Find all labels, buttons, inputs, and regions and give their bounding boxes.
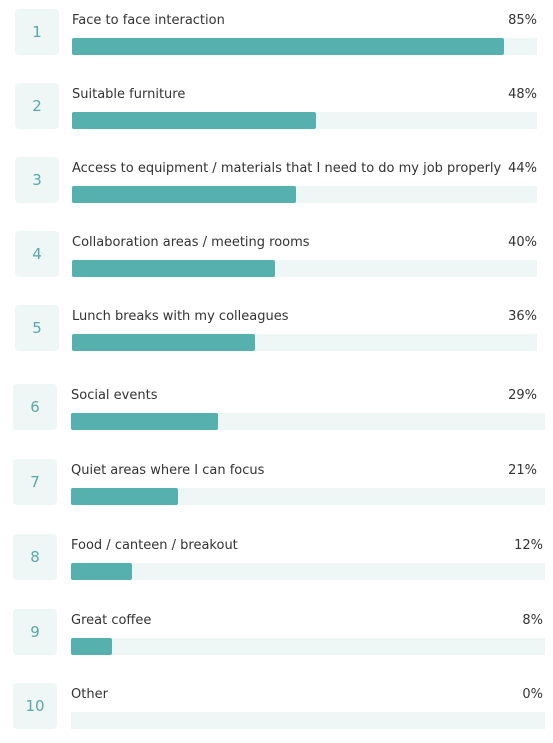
- bar-label: Quiet areas where I can focus: [71, 463, 265, 478]
- rank-badge: 7: [13, 459, 57, 505]
- bar-label: Access to equipment / materials that I n…: [72, 161, 502, 176]
- rank-badge: 3: [15, 157, 59, 203]
- bar-track: [71, 712, 545, 729]
- bar: [72, 112, 316, 129]
- bar-label: Social events: [71, 388, 158, 403]
- bar-track: [71, 563, 545, 580]
- bar-value-label: 29%: [508, 388, 537, 403]
- bar-track: [71, 488, 545, 505]
- bar: [72, 38, 504, 55]
- bar-value-label: 85%: [508, 13, 537, 28]
- bar: [71, 563, 132, 580]
- chart-row: 2 Suitable furniture 48%: [0, 83, 553, 143]
- bar-track: [71, 413, 545, 430]
- rank-badge: 9: [13, 609, 57, 655]
- bar-label: Food / canteen / breakout: [71, 538, 238, 553]
- bar-value-label: 0%: [522, 687, 543, 702]
- bar-label: Lunch breaks with my colleagues: [72, 309, 289, 324]
- bar-label: Face to face interaction: [72, 13, 225, 28]
- bar-label: Collaboration areas / meeting rooms: [72, 235, 310, 250]
- chart-row: 5 Lunch breaks with my colleagues 36%: [0, 305, 553, 365]
- bar: [71, 638, 112, 655]
- bar-track: [72, 38, 537, 55]
- chart-row: 1 Face to face interaction 85%: [0, 9, 553, 69]
- rank-badge: 8: [13, 534, 57, 580]
- bar: [71, 413, 218, 430]
- bar-value-label: 44%: [508, 161, 537, 176]
- bar-value-label: 48%: [508, 87, 537, 102]
- bar: [72, 186, 296, 203]
- rank-badge: 10: [13, 683, 57, 729]
- bar-track: [72, 260, 537, 277]
- bar-value-label: 21%: [508, 463, 537, 478]
- rank-badge: 5: [15, 305, 59, 351]
- bar-value-label: 40%: [508, 235, 537, 250]
- chart-row: 8 Food / canteen / breakout 12%: [0, 534, 553, 594]
- rank-badge: 1: [15, 9, 59, 55]
- chart-row: 4 Collaboration areas / meeting rooms 40%: [0, 231, 553, 291]
- bar-value-label: 12%: [514, 538, 543, 553]
- bar-value-label: 8%: [522, 613, 543, 628]
- chart-row: 7 Quiet areas where I can focus 21%: [0, 459, 553, 519]
- bar-label: Suitable furniture: [72, 87, 186, 102]
- bar-track: [72, 334, 537, 351]
- rank-badge: 2: [15, 83, 59, 129]
- chart-row: 9 Great coffee 8%: [0, 609, 553, 669]
- bar: [72, 334, 255, 351]
- chart-row: 6 Social events 29%: [0, 384, 553, 444]
- rank-badge: 4: [15, 231, 59, 277]
- chart-row: 3 Access to equipment / materials that I …: [0, 157, 553, 217]
- bar-track: [72, 112, 537, 129]
- bar-label: Great coffee: [71, 613, 152, 628]
- bar-value-label: 36%: [508, 309, 537, 324]
- chart-row: 10 Other 0%: [0, 683, 553, 743]
- bar-track: [72, 186, 537, 203]
- bar-label: Other: [71, 687, 108, 702]
- bar: [72, 260, 275, 277]
- rank-badge: 6: [13, 384, 57, 430]
- bar-track: [71, 638, 545, 655]
- bar: [71, 488, 178, 505]
